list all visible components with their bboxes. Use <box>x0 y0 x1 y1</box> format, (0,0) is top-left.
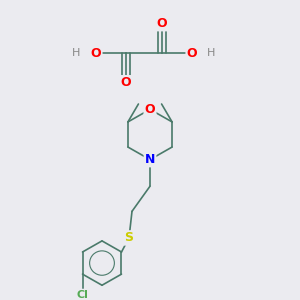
Text: H: H <box>72 48 81 58</box>
Text: O: O <box>121 76 131 89</box>
Text: Cl: Cl <box>76 290 88 300</box>
Text: O: O <box>91 47 101 60</box>
Text: O: O <box>145 103 155 116</box>
Text: N: N <box>145 153 155 166</box>
Text: S: S <box>124 231 134 244</box>
Text: H: H <box>207 48 216 58</box>
Text: O: O <box>187 47 197 60</box>
Text: O: O <box>157 17 167 30</box>
